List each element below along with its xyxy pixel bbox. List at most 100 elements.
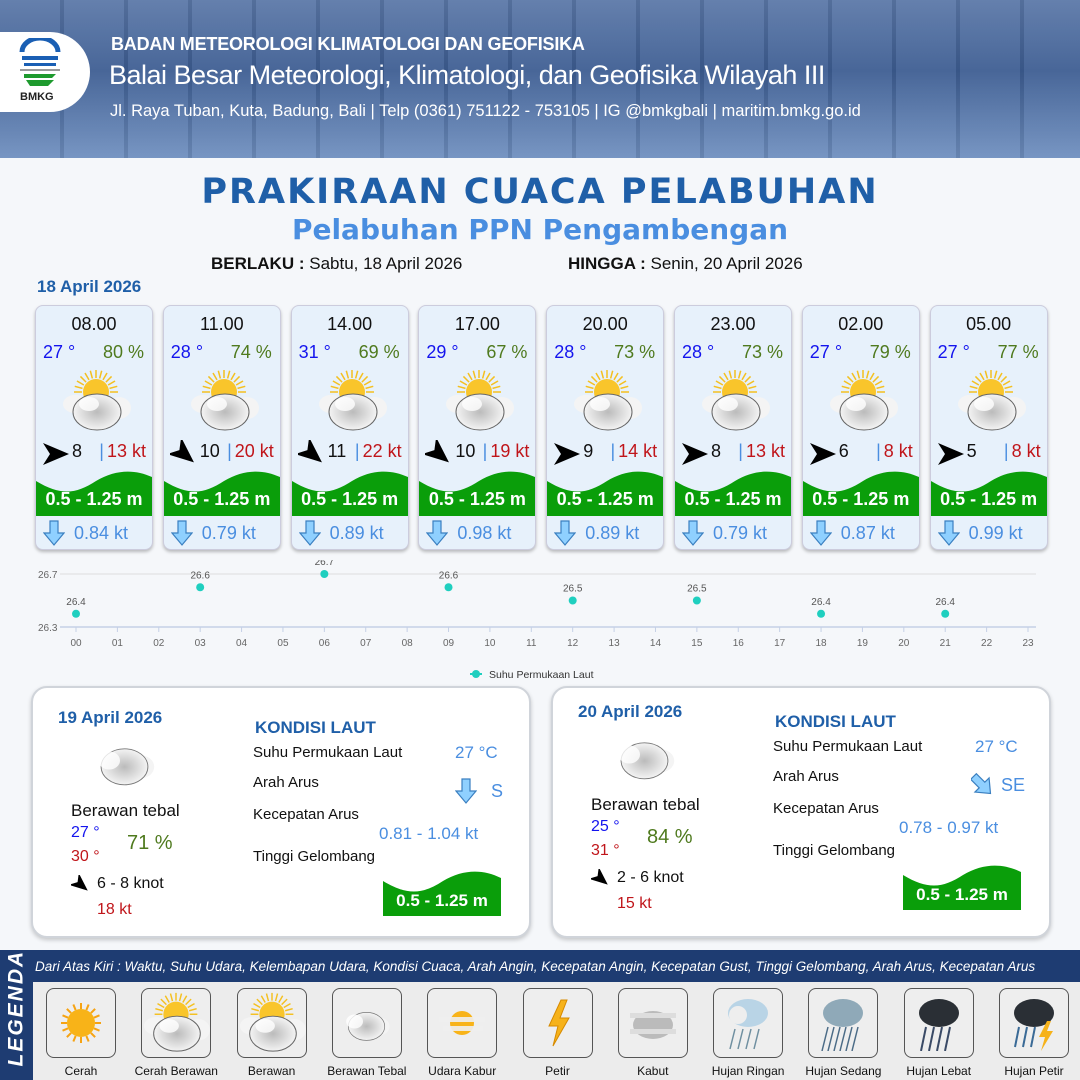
wind-speed: 6 <box>838 441 849 461</box>
data-point <box>568 596 577 605</box>
gust-speed: | 20 kt <box>227 441 274 461</box>
wind-speed-range: 6 - 8 knot <box>97 875 164 892</box>
forecast-time: 08.00 <box>71 314 117 334</box>
x-tick-label: 18 <box>815 638 827 649</box>
legend-item: Berawan Tebal <box>327 988 406 1078</box>
legend-item: Hujan Sedang <box>805 988 881 1078</box>
data-label: 26.6 <box>190 570 210 581</box>
x-tick-label: 09 <box>443 638 455 649</box>
wave-height: 0.5 - 1.25 m <box>684 489 782 509</box>
legend-item: Hujan Ringan <box>712 988 784 1078</box>
wind-speed-range: 2 - 6 knot <box>617 869 684 886</box>
legend-item: Hujan Lebat <box>903 988 974 1078</box>
page-title: PRAKIRAAN CUACA PELABUHAN <box>201 172 879 212</box>
fog-icon <box>617 988 688 1058</box>
forecast-time: 20.00 <box>582 314 628 334</box>
humidity: 80 % <box>102 342 144 362</box>
forecast-time: 11.00 <box>199 314 244 334</box>
gust-speed: 18 kt <box>97 901 132 918</box>
air-temp: 27 ° <box>937 342 970 362</box>
current-speed-range: 0.81 - 1.04 kt <box>379 824 479 843</box>
legend-item-label: Petir <box>545 1064 570 1078</box>
port-name: Pelabuhan PPN Pengambengan <box>291 213 789 246</box>
legend-item: Hujan Petir <box>999 988 1069 1078</box>
x-tick-label: 11 <box>526 638 537 649</box>
wave-graphic <box>903 860 1021 915</box>
humidity: 67 % <box>486 342 528 362</box>
legend-item-label: Cerah Berawan <box>134 1064 218 1078</box>
separator: | <box>738 441 743 461</box>
legend-item: Cerah <box>46 988 116 1078</box>
current-speed-label: Kecepatan Arus <box>253 806 359 823</box>
legend-item: Petir <box>522 988 593 1078</box>
partly-cloudy-icon <box>189 370 259 437</box>
legend-item: Kabut <box>617 988 688 1078</box>
data-point <box>817 609 826 618</box>
weather-condition: Berawan tebal <box>591 795 700 814</box>
overcast-icon <box>613 732 676 787</box>
valid-from-label: BERLAKU : <box>211 254 305 273</box>
forecast-time: 23.00 <box>710 314 756 334</box>
gust-speed: | 13 kt <box>738 441 785 461</box>
temp-max: 30 ° <box>71 848 100 865</box>
wave-graphic <box>675 466 791 521</box>
data-label: 26.7 <box>315 560 335 568</box>
cloudy-icon <box>236 988 307 1058</box>
data-point <box>72 609 80 618</box>
legend-item-label: Berawan Tebal <box>327 1064 407 1078</box>
legend-item: Cerah Berawan <box>135 988 218 1078</box>
humidity: 74 % <box>230 342 272 362</box>
humidity: 84 % <box>647 826 693 848</box>
current-speed: 0.89 kt <box>329 523 384 543</box>
current-row: 0.98 kt <box>419 516 535 549</box>
temp-min: 25 ° <box>591 818 620 835</box>
x-tick-label: 02 <box>153 638 165 649</box>
legend-item-label: Hujan Sedang <box>805 1064 882 1078</box>
sea-condition-title: KONDISI LAUT <box>775 712 896 731</box>
separator: | <box>1003 441 1009 461</box>
wind-direction-icon <box>42 440 70 473</box>
heavy-rain-icon <box>903 988 974 1058</box>
data-label: 26.6 <box>439 570 459 581</box>
current-direction-label: Arah Arus <box>773 768 839 785</box>
wind-speed: 5 <box>966 441 977 461</box>
forecast-card: 23.00 28 ° 73 % 8 | 13 kt 0.5 - 1.25 m 0.… <box>674 305 792 550</box>
wind-speed: 10 <box>455 441 476 461</box>
current-speed: 0.98 kt <box>457 523 512 543</box>
x-tick-label: 05 <box>277 638 289 649</box>
air-temp: 29 ° <box>426 342 459 362</box>
x-tick-label: 22 <box>981 638 993 649</box>
partly-cloudy-icon <box>317 370 387 437</box>
current-direction-icon <box>454 778 478 809</box>
x-tick-label: 13 <box>609 638 621 649</box>
wave-height: 0.5 - 1.25 m <box>428 489 526 509</box>
data-label: 26.5 <box>687 584 707 595</box>
temp-min: 27 ° <box>71 824 100 841</box>
partly-cloudy-icon <box>61 370 131 437</box>
valid-from-date: Sabtu, 18 April 2026 <box>309 254 463 273</box>
x-tick-label: 03 <box>195 638 207 649</box>
forecast-time: 05.00 <box>966 314 1012 334</box>
day1-date: 18 April 2026 <box>37 277 142 296</box>
forecast-card: 05.00 27 ° 77 % 5 | 8 kt 0.5 - 1.25 m 0.9… <box>929 305 1048 550</box>
gust-speed: 15 kt <box>617 895 652 912</box>
wave-height: 0.5 - 1.25 m <box>556 489 654 509</box>
data-label: 26.4 <box>66 597 86 608</box>
separator: | <box>354 441 360 461</box>
x-tick-label: 07 <box>360 638 372 649</box>
wave-graphic <box>163 466 280 521</box>
forecast-card: 17.00 29 ° 67 % 10 | 19 kt 0.5 - 1.25 m 0… <box>418 305 537 550</box>
bmkg-logo: BMKG <box>0 32 90 112</box>
air-temp: 28 ° <box>554 342 587 362</box>
panel-date: 19 April 2026 <box>58 708 163 727</box>
wave-height: 0.5 - 1.25 m <box>812 489 910 509</box>
wave-graphic <box>291 466 408 521</box>
x-tick-label: 10 <box>484 638 496 649</box>
separator: | <box>876 441 881 461</box>
gust-speed: | 19 kt <box>482 441 530 461</box>
wind-speed: 11 <box>327 441 347 461</box>
valid-to-label: HINGGA : <box>568 254 646 273</box>
gust-speed: | 8 kt <box>876 441 913 461</box>
weather-condition: Berawan tebal <box>71 801 180 820</box>
wind-direction-icon <box>809 440 837 473</box>
